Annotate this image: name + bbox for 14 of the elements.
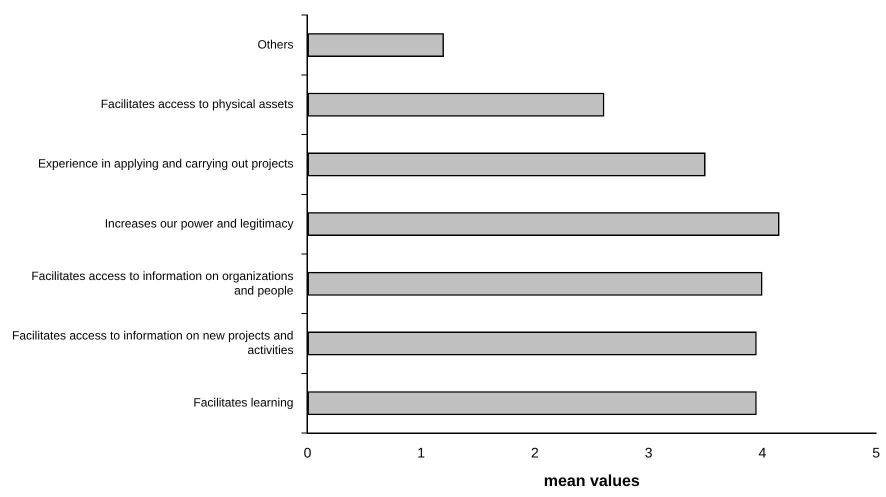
y-tick-label: Others bbox=[257, 37, 294, 52]
x-tick-label: 5 bbox=[872, 444, 880, 460]
y-tick-label: Experience in applying and carrying out projects bbox=[38, 156, 294, 171]
x-tick-label: 3 bbox=[644, 444, 653, 460]
y-tick-label: Facilitates learning bbox=[193, 395, 294, 410]
x-tick-label: 1 bbox=[417, 444, 426, 460]
y-tick-label: Facilitates access to information on new projects and activities bbox=[12, 328, 294, 357]
y-tick-label: Facilitates access to physical assets bbox=[100, 97, 294, 112]
y-tick-label: Facilitates access to information on organizations and people bbox=[31, 268, 294, 298]
x-tick-label: 4 bbox=[758, 444, 766, 460]
y-tick-label: Increases our power and legitimacy bbox=[104, 216, 294, 230]
x-tick-label: 2 bbox=[531, 444, 540, 460]
x-axis-title: mean values bbox=[544, 472, 640, 490]
x-tick-label: 0 bbox=[304, 444, 312, 460]
